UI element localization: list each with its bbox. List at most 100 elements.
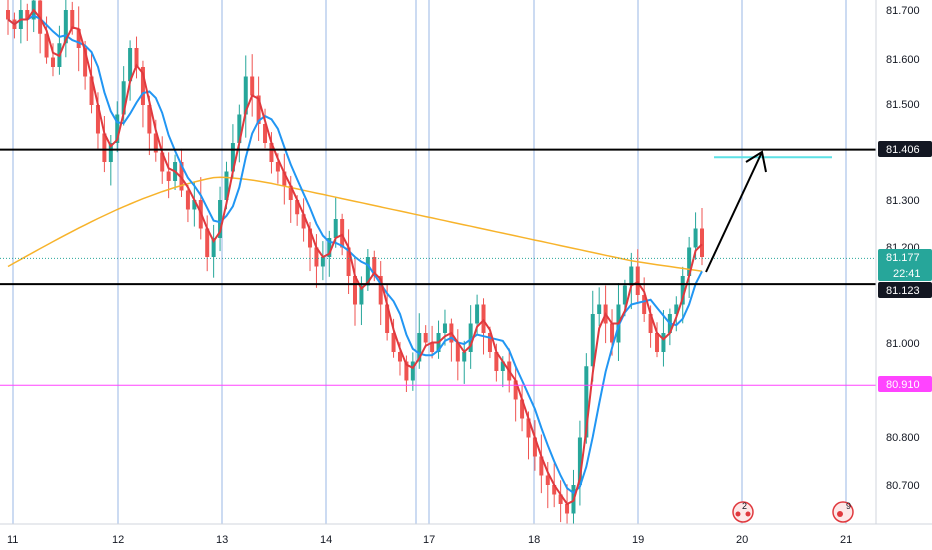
x-tick-label: 14 bbox=[320, 534, 332, 546]
candle-body bbox=[481, 304, 486, 333]
candle-body bbox=[526, 418, 531, 438]
y-tick-label: 81.300 bbox=[886, 195, 920, 207]
candle-body bbox=[134, 48, 139, 67]
projection-arrow-head bbox=[745, 150, 767, 173]
candle-body bbox=[584, 366, 589, 438]
candle-body bbox=[378, 276, 383, 305]
candle-body bbox=[6, 10, 10, 20]
candle-body bbox=[648, 314, 653, 333]
candle-body bbox=[577, 437, 582, 485]
candle-body bbox=[404, 361, 409, 381]
candle-body bbox=[218, 200, 223, 238]
candle-body bbox=[179, 162, 184, 191]
candle-body bbox=[442, 323, 447, 333]
candle-body bbox=[224, 171, 229, 200]
candle-body bbox=[590, 314, 595, 367]
candle-body bbox=[108, 143, 113, 162]
candle-body bbox=[494, 352, 499, 371]
price-tag-80910[interactable]: 80.910 bbox=[878, 376, 932, 392]
candle-body bbox=[314, 247, 319, 267]
y-tick-label: 81.600 bbox=[886, 54, 920, 66]
x-tick-label: 18 bbox=[528, 534, 540, 546]
current-price-tag[interactable]: 81.177 22:41 bbox=[878, 249, 932, 281]
candle-body bbox=[545, 475, 550, 485]
candle-body bbox=[629, 266, 634, 286]
candle-body bbox=[539, 456, 544, 476]
price-tag-81123[interactable]: 81.123 bbox=[878, 282, 932, 298]
candle-body bbox=[25, 10, 30, 20]
x-tick-label: 21 bbox=[840, 534, 852, 546]
candle-body bbox=[308, 228, 313, 248]
candle-body bbox=[160, 152, 165, 172]
candle-body bbox=[115, 114, 120, 143]
candle-body bbox=[83, 48, 88, 77]
candle-body bbox=[301, 214, 306, 229]
candle-body bbox=[397, 352, 402, 362]
projection-arrow-shaft[interactable] bbox=[705, 151, 763, 273]
y-tick-label: 81.500 bbox=[886, 99, 920, 111]
candle-body bbox=[372, 257, 377, 276]
candle-body bbox=[50, 57, 55, 67]
candle-body bbox=[263, 124, 268, 143]
price-tag-label: 81.406 bbox=[886, 144, 920, 156]
ma-red-line bbox=[7, 8, 703, 506]
price-tag-81406[interactable]: 81.406 bbox=[878, 141, 932, 157]
x-tick-label: 13 bbox=[216, 534, 228, 546]
time-axis-ticks: 11 12 13 14 17 18 19 20 21 bbox=[7, 534, 852, 546]
candle-body bbox=[385, 304, 390, 333]
candle-body bbox=[211, 238, 216, 257]
ma-long-line bbox=[7, 176, 703, 272]
y-tick-label: 80.700 bbox=[886, 480, 920, 492]
x-tick-label: 17 bbox=[423, 534, 435, 546]
candle-body bbox=[95, 105, 100, 134]
candle-body bbox=[693, 228, 698, 248]
candle-body bbox=[63, 10, 68, 44]
candle-body bbox=[340, 219, 345, 248]
candle-body bbox=[410, 361, 415, 381]
candle-body bbox=[320, 257, 325, 267]
y-tick-label: 81.700 bbox=[886, 5, 920, 17]
candle-body bbox=[558, 494, 563, 504]
candle-body bbox=[121, 81, 126, 115]
x-tick-label: 19 bbox=[632, 534, 644, 546]
candle-body bbox=[295, 200, 300, 215]
candle-body bbox=[269, 143, 274, 162]
candle-body bbox=[635, 266, 640, 295]
candle-body bbox=[622, 285, 627, 305]
candle-body bbox=[243, 76, 248, 115]
candle-body bbox=[275, 162, 280, 172]
candle-body bbox=[205, 228, 210, 257]
candle-body bbox=[565, 504, 570, 514]
candle-body bbox=[346, 247, 351, 276]
x-tick-label: 11 bbox=[7, 534, 18, 546]
event-badge-9[interactable]: 9 bbox=[832, 501, 854, 523]
candle-body bbox=[680, 276, 685, 305]
candle-body bbox=[513, 380, 518, 400]
candle-body bbox=[687, 247, 692, 276]
ma-blue-line bbox=[7, 14, 703, 495]
candle-body bbox=[333, 219, 338, 238]
candle-body bbox=[423, 333, 428, 343]
candle-body bbox=[532, 437, 537, 457]
candle-body bbox=[700, 228, 704, 257]
candle-body bbox=[147, 105, 152, 134]
candle-body bbox=[140, 67, 145, 105]
x-tick-label: 12 bbox=[112, 534, 124, 546]
candle-body bbox=[391, 333, 396, 352]
price-tag-label: 80.910 bbox=[886, 379, 920, 391]
candle-body bbox=[500, 361, 505, 371]
candle-body bbox=[417, 333, 422, 362]
y-tick-label: 81.000 bbox=[886, 338, 920, 350]
candle-body bbox=[487, 333, 492, 352]
candle-body bbox=[661, 333, 666, 352]
candle-body bbox=[237, 114, 242, 143]
candle-body bbox=[230, 143, 235, 172]
candle-body bbox=[475, 304, 480, 324]
candle-body bbox=[250, 76, 255, 96]
candle-body bbox=[365, 257, 370, 286]
event-badge-2[interactable]: 2 bbox=[732, 501, 754, 523]
candle-body bbox=[44, 33, 49, 58]
time-axis[interactable] bbox=[0, 524, 932, 550]
badge-count: 9 bbox=[846, 501, 851, 511]
